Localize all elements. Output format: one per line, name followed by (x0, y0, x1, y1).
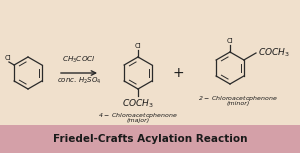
Text: 4 $-$ $\mathit{Chloroacetophenone}$: 4 $-$ $\mathit{Chloroacetophenone}$ (98, 111, 178, 120)
Text: $\mathbf{\mathit{COCH_3}}$: $\mathbf{\mathit{COCH_3}}$ (122, 97, 154, 110)
Text: (minor): (minor) (226, 101, 250, 106)
Text: (major): (major) (126, 118, 150, 123)
Text: Cl: Cl (226, 38, 233, 44)
Text: Cl: Cl (4, 55, 11, 61)
Text: Friedel-Crafts Acylation Reaction: Friedel-Crafts Acylation Reaction (53, 134, 247, 144)
Text: $\bf{\mathit{CH_3COCl}}$: $\bf{\mathit{CH_3COCl}}$ (62, 55, 96, 65)
Bar (0, 125, 300, 153)
Text: $\bf{\mathit{conc.\,H_2SO_4}}$: $\bf{\mathit{conc.\,H_2SO_4}}$ (57, 76, 101, 86)
Text: 2 $-$ $\mathit{Chloroacetophenone}$: 2 $-$ $\mathit{Chloroacetophenone}$ (198, 94, 278, 103)
Text: Cl: Cl (135, 43, 141, 49)
Text: $\mathbf{\mathit{COCH_3}}$: $\mathbf{\mathit{COCH_3}}$ (258, 47, 290, 59)
Text: +: + (172, 66, 184, 80)
